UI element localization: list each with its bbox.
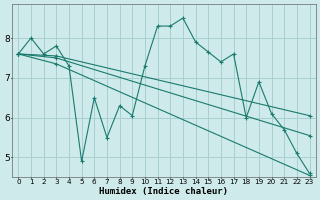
- X-axis label: Humidex (Indice chaleur): Humidex (Indice chaleur): [100, 187, 228, 196]
